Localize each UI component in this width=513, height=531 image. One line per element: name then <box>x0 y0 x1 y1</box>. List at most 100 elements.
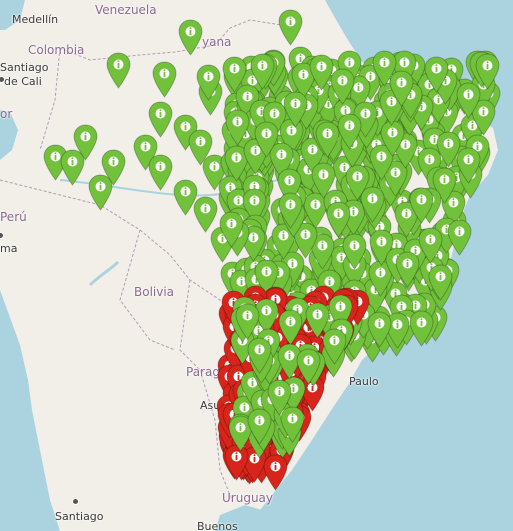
marker-green[interactable] <box>296 348 321 385</box>
info-icon <box>353 101 378 138</box>
marker-green[interactable] <box>418 227 443 264</box>
marker-green[interactable] <box>148 101 173 138</box>
marker-green[interactable] <box>428 264 453 301</box>
marker-green[interactable] <box>395 251 420 288</box>
marker-green[interactable] <box>254 121 279 158</box>
info-icon <box>219 211 244 248</box>
marker-green[interactable] <box>280 251 305 288</box>
marker-green[interactable] <box>337 113 362 150</box>
marker-green[interactable] <box>133 134 158 171</box>
marker-green[interactable] <box>222 56 247 93</box>
marker-green[interactable] <box>148 154 173 191</box>
info-icon <box>235 303 260 340</box>
marker-red[interactable] <box>224 444 249 481</box>
marker-green[interactable] <box>353 101 378 138</box>
marker-green[interactable] <box>380 120 405 157</box>
marker-green[interactable] <box>456 147 481 184</box>
info-icon <box>173 179 198 216</box>
info-icon <box>280 251 305 288</box>
marker-green[interactable] <box>219 211 244 248</box>
marker-green[interactable] <box>372 50 397 87</box>
marker-green[interactable] <box>315 121 340 158</box>
info-icon <box>369 229 394 266</box>
marker-green[interactable] <box>456 82 481 119</box>
marker-green[interactable] <box>267 379 292 416</box>
marker-green[interactable] <box>254 298 279 335</box>
marker-green[interactable] <box>173 114 198 151</box>
marker-green[interactable] <box>432 167 457 204</box>
info-icon <box>202 154 227 191</box>
marker-green[interactable] <box>73 124 98 161</box>
city-label-santiago: Santiago <box>55 510 104 523</box>
marker-green[interactable] <box>369 229 394 266</box>
info-icon <box>326 201 351 238</box>
marker-green[interactable] <box>228 415 253 452</box>
marker-green[interactable] <box>101 149 126 186</box>
marker-green[interactable] <box>247 337 272 374</box>
marker-green[interactable] <box>447 219 472 256</box>
marker-green[interactable] <box>225 109 250 146</box>
marker-green[interactable] <box>342 233 367 270</box>
info-icon <box>148 154 173 191</box>
marker-green[interactable] <box>409 187 434 224</box>
info-icon <box>178 19 203 56</box>
info-icon <box>254 121 279 158</box>
city-dot-santiago <box>72 498 79 505</box>
marker-green[interactable] <box>196 64 221 101</box>
marker-green[interactable] <box>310 233 335 270</box>
info-icon <box>222 56 247 93</box>
marker-green[interactable] <box>43 144 68 181</box>
info-icon <box>106 52 131 89</box>
marker-green[interactable] <box>278 9 303 46</box>
info-icon <box>409 310 434 347</box>
marker-green[interactable] <box>152 61 177 98</box>
marker-green[interactable] <box>475 53 500 90</box>
marker-green[interactable] <box>345 164 370 201</box>
country-label-uruguay: Uruguay <box>222 491 273 505</box>
marker-green[interactable] <box>173 179 198 216</box>
marker-green[interactable] <box>360 186 385 223</box>
marker-green[interactable] <box>283 91 308 128</box>
marker-green[interactable] <box>188 129 213 166</box>
marker-green[interactable] <box>305 302 330 339</box>
marker-green[interactable] <box>424 56 449 93</box>
marker-green[interactable] <box>277 343 302 380</box>
marker-green[interactable] <box>322 328 347 365</box>
marker-green[interactable] <box>309 54 334 91</box>
marker-green[interactable] <box>409 310 434 347</box>
info-icon <box>296 348 321 385</box>
marker-green[interactable] <box>250 53 275 90</box>
marker-green[interactable] <box>202 154 227 191</box>
marker-green[interactable] <box>106 52 131 89</box>
info-icon <box>262 101 287 138</box>
marker-green[interactable] <box>262 101 287 138</box>
marker-green[interactable] <box>311 162 336 199</box>
marker-green[interactable] <box>326 201 351 238</box>
info-icon <box>360 186 385 223</box>
marker-green[interactable] <box>389 70 414 107</box>
info-icon <box>43 144 68 181</box>
marker-green[interactable] <box>60 149 85 186</box>
marker-green[interactable] <box>436 131 461 168</box>
info-icon <box>250 53 275 90</box>
marker-green[interactable] <box>367 311 392 348</box>
marker-green[interactable] <box>247 408 272 445</box>
marker-red[interactable] <box>263 454 288 491</box>
info-icon <box>310 233 335 270</box>
marker-green[interactable] <box>280 406 305 443</box>
marker-green[interactable] <box>394 201 419 238</box>
info-icon <box>228 415 253 452</box>
marker-green[interactable] <box>278 192 303 229</box>
marker-green[interactable] <box>193 196 218 233</box>
city-label-santiago-de-cali-1: Santiago <box>0 61 49 74</box>
marker-green[interactable] <box>178 19 203 56</box>
marker-green[interactable] <box>235 303 260 340</box>
marker-green[interactable] <box>278 309 303 346</box>
info-icon <box>395 251 420 288</box>
marker-green[interactable] <box>88 174 113 211</box>
marker-green[interactable] <box>385 312 410 349</box>
info-icon <box>247 408 272 445</box>
info-icon <box>456 147 481 184</box>
marker-green[interactable] <box>330 68 355 105</box>
